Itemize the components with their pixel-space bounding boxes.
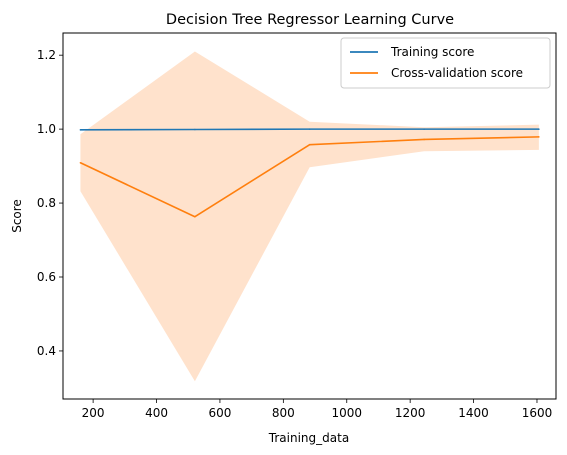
x-axis-label: Training_data (268, 431, 349, 445)
x-tick-label: 400 (145, 406, 168, 420)
training-score-point (194, 128, 196, 131)
chart-title: Decision Tree Regressor Learning Curve (166, 12, 454, 28)
cross-validation-score-point (308, 143, 311, 146)
x-tick-label: 1400 (458, 406, 489, 420)
y-tick-label: 0.8 (37, 196, 56, 210)
y-tick-label: 1.2 (37, 48, 56, 62)
y-axis-label: Score (10, 199, 24, 233)
training-score-point (538, 128, 540, 130)
legend: Training score Cross-validation score (340, 37, 551, 89)
x-tick-label: 200 (82, 406, 105, 420)
x-tick-label: 1200 (395, 406, 426, 420)
confidence-bands (80, 51, 539, 382)
x-tick-label: 800 (272, 406, 295, 420)
x-tick-label: 1600 (522, 406, 553, 420)
cross-validation-score-point (538, 136, 540, 138)
cross-validation-score-point (423, 138, 425, 141)
cross-validation-score-point (79, 161, 82, 164)
cross-validation-score-point (194, 215, 196, 218)
legend-box (340, 37, 551, 89)
y-tick-label: 0.4 (37, 344, 56, 358)
x-tick-label: 1000 (331, 406, 362, 420)
training-score-point (423, 128, 425, 130)
x-tick-label: 600 (208, 406, 231, 420)
plot-area-frame (62, 32, 557, 400)
y-tick-label: 1.0 (37, 122, 56, 136)
y-tick-label: 0.6 (37, 270, 56, 284)
x-axis-ticks: 200 400 600 800 1000 1200 1400 1600 (82, 399, 553, 420)
legend-label-cross-validation: Cross-validation score (391, 66, 523, 80)
y-axis-ticks: 0.4 0.6 0.8 1.0 1.2 (37, 48, 63, 358)
legend-label-training: Training score (390, 45, 474, 59)
cross-validation-score-band (80, 51, 539, 382)
training-score-point (308, 128, 311, 130)
training-score-point (79, 129, 82, 131)
series-lines (79, 128, 540, 218)
